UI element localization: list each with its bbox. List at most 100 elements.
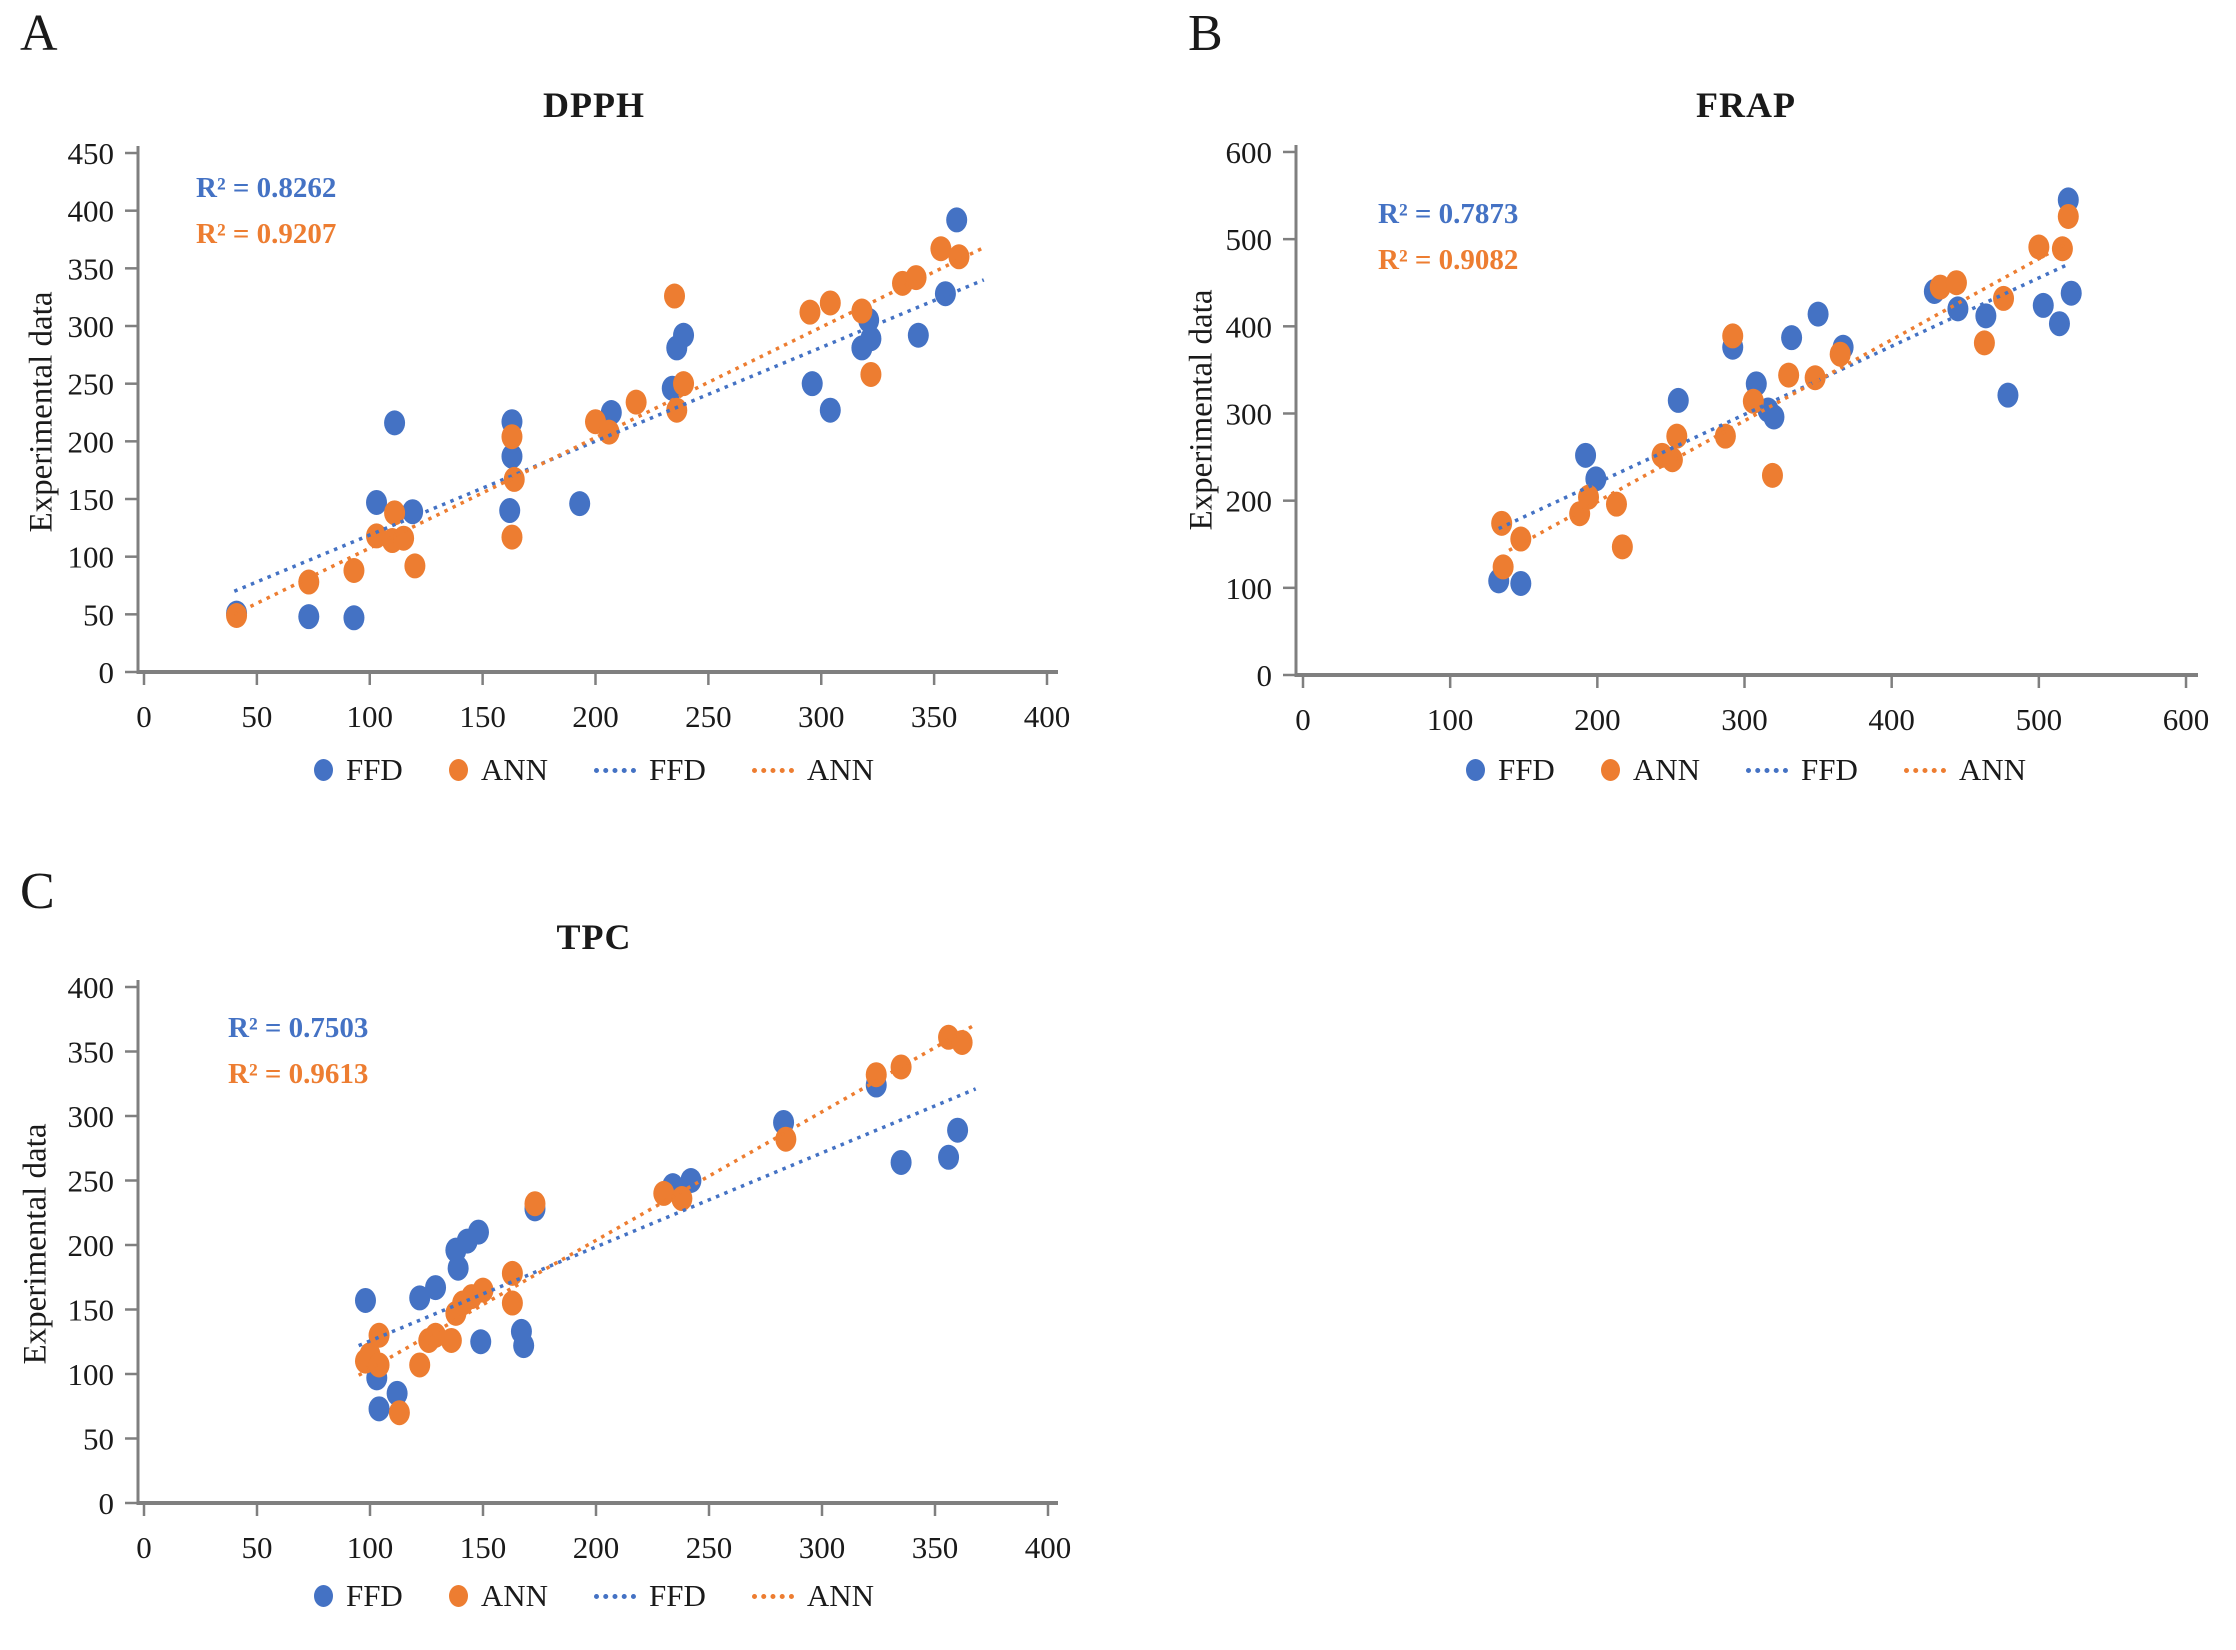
legend-item-ann-trendline: ANN — [1903, 752, 2027, 788]
scatter-point-ann — [890, 1054, 912, 1080]
scatter-point-ffd — [946, 207, 968, 233]
scatter-point-ann — [865, 1062, 887, 1088]
y-axis-title: Experimental data — [1183, 289, 1220, 531]
scatter-point-ann — [1651, 442, 1673, 468]
scatter-point-ann — [368, 1352, 390, 1378]
y-tick-label: 400 — [68, 970, 115, 1005]
scatter-point-ann — [585, 409, 606, 435]
scatter-point-ann — [938, 1024, 960, 1050]
ann-dot-swatch-icon — [1600, 759, 1620, 781]
x-tick-label: 50 — [241, 699, 272, 734]
x-tick-label: 350 — [911, 699, 958, 734]
scatter-point-ann — [664, 283, 686, 309]
panel-letter-c: C — [20, 863, 55, 920]
scatter-point-ffd — [890, 1149, 912, 1175]
scatter-point-ann — [1804, 365, 1826, 391]
x-tick-label: 0 — [1295, 702, 1311, 737]
scatter-point-ffd — [1781, 325, 1803, 351]
scatter-point-ffd — [501, 409, 523, 435]
y-tick-label: 100 — [1226, 571, 1273, 606]
x-tick-label: 500 — [2016, 702, 2063, 737]
scatter-point-ffd — [2060, 280, 2082, 306]
trendline-ann — [357, 1022, 977, 1377]
scatter-point-ffd — [467, 1219, 489, 1245]
legend-label: ANN — [1632, 752, 1700, 787]
legend-item-ffd-points: FFD — [313, 1578, 403, 1614]
legend-label: ANN — [806, 1578, 875, 1613]
x-tick-label: 100 — [347, 1530, 394, 1565]
x-tick-label: 300 — [798, 699, 845, 734]
legend: FFD ANN FFD ANN — [1296, 752, 2196, 788]
scatter-point-ann — [409, 1352, 431, 1378]
scatter-point-ann — [819, 290, 841, 316]
scatter-point-ann — [2057, 203, 2079, 229]
scatter-point-ann — [445, 1300, 467, 1326]
scatter-point-ffd — [445, 1237, 467, 1263]
legend-label: FFD — [649, 1578, 706, 1613]
scatter-point-ffd — [569, 491, 591, 517]
scatter-point-ann — [930, 236, 952, 262]
scatter-point-ann — [440, 1327, 462, 1353]
x-tick-label: 100 — [1427, 702, 1474, 737]
x-tick-label: 350 — [912, 1530, 959, 1565]
scatter-point-ann — [461, 1284, 483, 1310]
legend-label: FFD — [345, 1578, 403, 1613]
scatter-point-ffd — [1807, 301, 1829, 327]
scatter-point-ann — [501, 1260, 523, 1286]
ann-dashed-line-swatch-icon — [1903, 767, 1946, 773]
legend-item-ann-points: ANN — [1600, 752, 1700, 788]
scatter-point-ffd — [1510, 570, 1532, 596]
y-tick-label: 200 — [68, 1228, 115, 1263]
legend-item-ffd-trendline: FFD — [594, 752, 706, 788]
scatter-point-ann — [452, 1290, 474, 1316]
scatter-point-ann — [501, 424, 523, 450]
scatter-point-ffd — [402, 499, 424, 525]
scatter-point-ffd — [1763, 404, 1785, 430]
x-tick-label: 400 — [1868, 702, 1915, 737]
y-tick-label: 50 — [83, 597, 114, 632]
ffd-dashed-line-swatch-icon — [594, 767, 636, 773]
scatter-point-ffd — [470, 1329, 492, 1355]
scatter-point-ann — [368, 1322, 390, 1348]
legend-label: ANN — [1958, 752, 2027, 787]
x-tick-label: 0 — [136, 699, 152, 734]
legend-label: ANN — [480, 752, 548, 787]
scatter-point-ffd — [409, 1285, 431, 1311]
r2-annotation-ffd: R² = 0.7873 — [1378, 198, 1519, 230]
scatter-point-ann — [1492, 554, 1514, 580]
scatter-point-ann — [1491, 510, 1513, 536]
scatter-point-ann — [1778, 362, 1800, 388]
scatter-point-ffd — [934, 281, 956, 307]
legend-label: ANN — [806, 752, 875, 787]
y-tick-label: 200 — [1226, 484, 1273, 519]
scatter-point-ann — [472, 1277, 494, 1303]
scatter-point-ann — [388, 1400, 410, 1426]
scatter-point-ffd — [865, 1072, 887, 1098]
ffd-dot-swatch-icon — [313, 1585, 333, 1607]
y-tick-label: 400 — [1226, 309, 1273, 344]
y-tick-label: 300 — [68, 1099, 115, 1134]
scatter-point-ann — [860, 361, 882, 387]
scatter-point-ann — [1611, 534, 1633, 560]
scatter-point-ffd — [456, 1228, 478, 1254]
scatter-point-ffd — [298, 604, 320, 630]
scatter-point-ffd — [819, 397, 841, 423]
scatter-point-ffd — [1722, 334, 1744, 360]
scatter-point-ann — [666, 397, 688, 423]
ffd-dot-swatch-icon — [1465, 759, 1485, 781]
scatter-point-ffd — [666, 335, 688, 361]
scatter-point-ffd — [2057, 187, 2079, 213]
legend-item-ann-trendline: ANN — [751, 1578, 875, 1614]
scatter-point-ann — [298, 569, 320, 595]
scatter-point-ann — [418, 1327, 440, 1353]
y-tick-label: 300 — [68, 309, 115, 344]
scatter-point-ffd — [907, 322, 929, 348]
y-axis-title: Experimental data — [23, 291, 60, 533]
scatter-point-ann — [905, 265, 927, 291]
scatter-point-ffd — [447, 1255, 469, 1281]
y-tick-label: 450 — [68, 136, 115, 171]
scatter-point-ann — [892, 270, 914, 296]
scatter-point-ffd — [938, 1144, 960, 1170]
scatter-point-ffd — [366, 1365, 388, 1391]
